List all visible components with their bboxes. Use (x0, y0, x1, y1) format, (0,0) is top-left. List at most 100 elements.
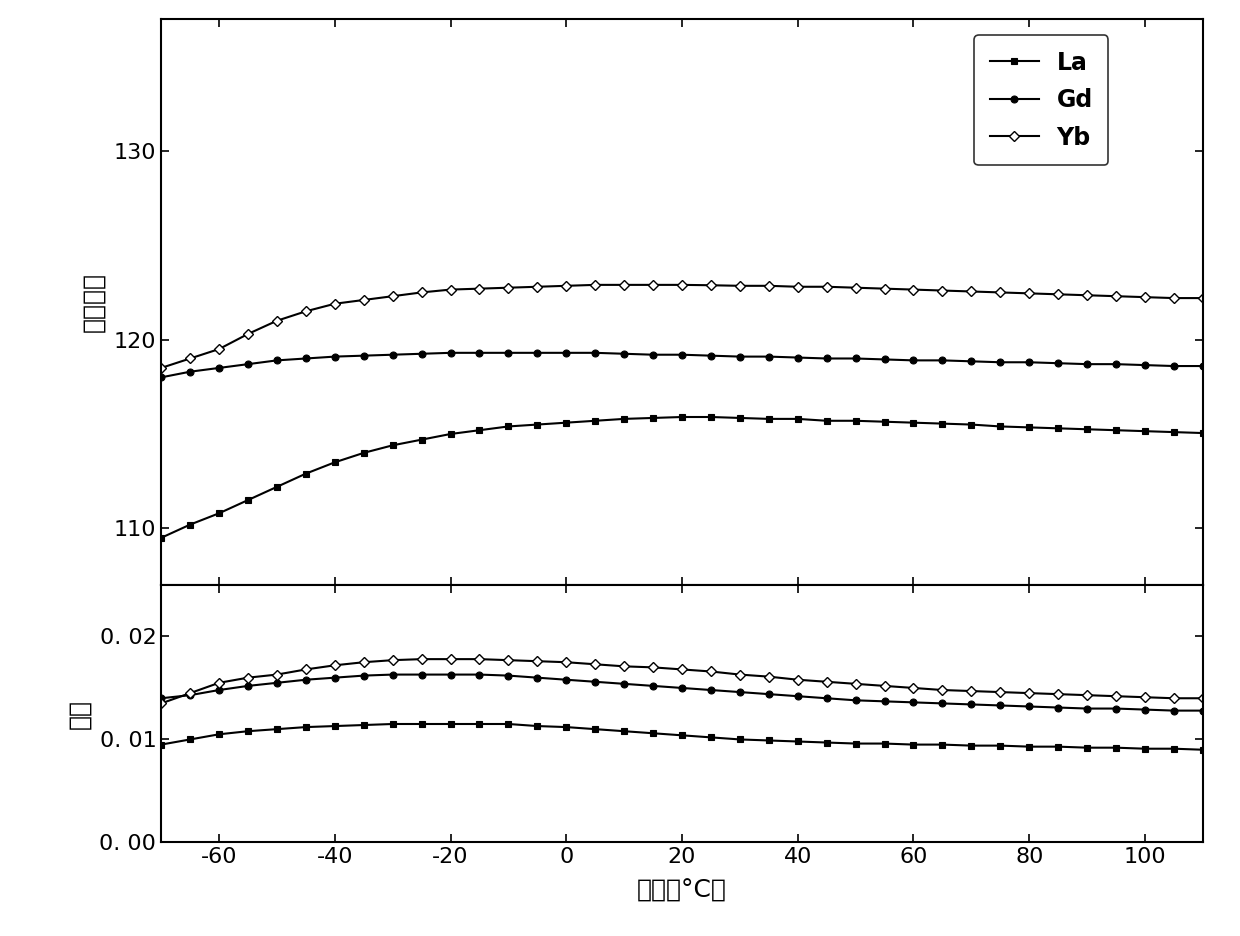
La (1080, 424, 1095, 435)
Yb (733, 669, 748, 680)
Line: La: La (157, 721, 1207, 753)
La (154, 739, 169, 750)
Line: Yb: Yb (157, 655, 1207, 707)
La (703, 412, 718, 423)
Yb (529, 281, 544, 292)
Gd (212, 362, 227, 373)
La (675, 730, 689, 741)
Yb (241, 329, 255, 340)
Yb (443, 653, 458, 665)
La (241, 725, 255, 737)
La (877, 738, 892, 749)
Gd (529, 347, 544, 358)
Yb (182, 687, 197, 698)
Yb (588, 279, 603, 290)
Yb (703, 665, 718, 677)
Gd (1050, 702, 1065, 713)
Yb (790, 281, 805, 292)
Line: Yb: Yb (157, 282, 1207, 372)
Gd (182, 366, 197, 377)
La (529, 419, 544, 431)
La (935, 739, 950, 750)
La (646, 727, 661, 739)
Yb (212, 344, 227, 355)
Yb (1167, 693, 1182, 704)
Yb (559, 280, 574, 291)
Gd (963, 356, 978, 367)
Gd (761, 351, 776, 362)
Gd (616, 348, 631, 359)
Gd (935, 697, 950, 709)
Gd (733, 351, 748, 362)
Yb (993, 686, 1008, 697)
Yb (820, 676, 835, 687)
Yb (1022, 287, 1037, 299)
Yb (993, 286, 1008, 298)
Yb (472, 283, 487, 294)
Gd (848, 353, 863, 364)
Yb (212, 678, 227, 689)
La (616, 725, 631, 737)
La (1137, 743, 1152, 754)
Yb (356, 657, 371, 668)
Yb (646, 279, 661, 290)
Gd (414, 669, 429, 680)
La (1109, 425, 1123, 436)
Yb (154, 697, 169, 709)
La (646, 413, 661, 424)
X-axis label: 温度（°C）: 温度（°C） (637, 878, 727, 902)
Yb (1109, 691, 1123, 702)
Yb (1137, 692, 1152, 703)
Gd (1022, 701, 1037, 712)
La (790, 736, 805, 747)
La (414, 719, 429, 730)
Yb (154, 362, 169, 373)
Yb (675, 279, 689, 290)
La (501, 719, 516, 730)
La (356, 720, 371, 731)
Gd (414, 348, 429, 359)
La (386, 719, 401, 730)
Gd (472, 347, 487, 358)
Yb (1022, 687, 1037, 698)
Yb (820, 281, 835, 292)
La (935, 418, 950, 430)
Gd (820, 693, 835, 704)
Gd (1195, 705, 1210, 716)
Gd (1137, 704, 1152, 715)
Gd (501, 670, 516, 681)
La (269, 724, 284, 735)
Gd (790, 691, 805, 702)
Gd (241, 680, 255, 692)
La (472, 425, 487, 436)
La (182, 519, 197, 530)
La (559, 722, 574, 733)
La (1195, 428, 1210, 439)
Gd (529, 672, 544, 683)
Gd (1167, 360, 1182, 372)
La (212, 728, 227, 739)
Yb (848, 282, 863, 293)
La (733, 734, 748, 745)
Yb (646, 662, 661, 673)
Gd (327, 672, 342, 683)
Gd (472, 669, 487, 680)
Gd (1022, 357, 1037, 368)
La (443, 719, 458, 730)
Yb (703, 280, 718, 291)
Gd (299, 674, 314, 685)
La (675, 412, 689, 423)
Line: Gd: Gd (157, 671, 1207, 714)
Gd (588, 676, 603, 687)
La (906, 417, 921, 429)
Yb (1195, 693, 1210, 704)
La (1080, 742, 1095, 753)
Gd (646, 680, 661, 692)
Gd (703, 684, 718, 695)
Gd (993, 357, 1008, 368)
Yb (963, 285, 978, 297)
Gd (1195, 360, 1210, 372)
Yb (1080, 289, 1095, 300)
Yb (327, 660, 342, 671)
Yb (1195, 292, 1210, 303)
